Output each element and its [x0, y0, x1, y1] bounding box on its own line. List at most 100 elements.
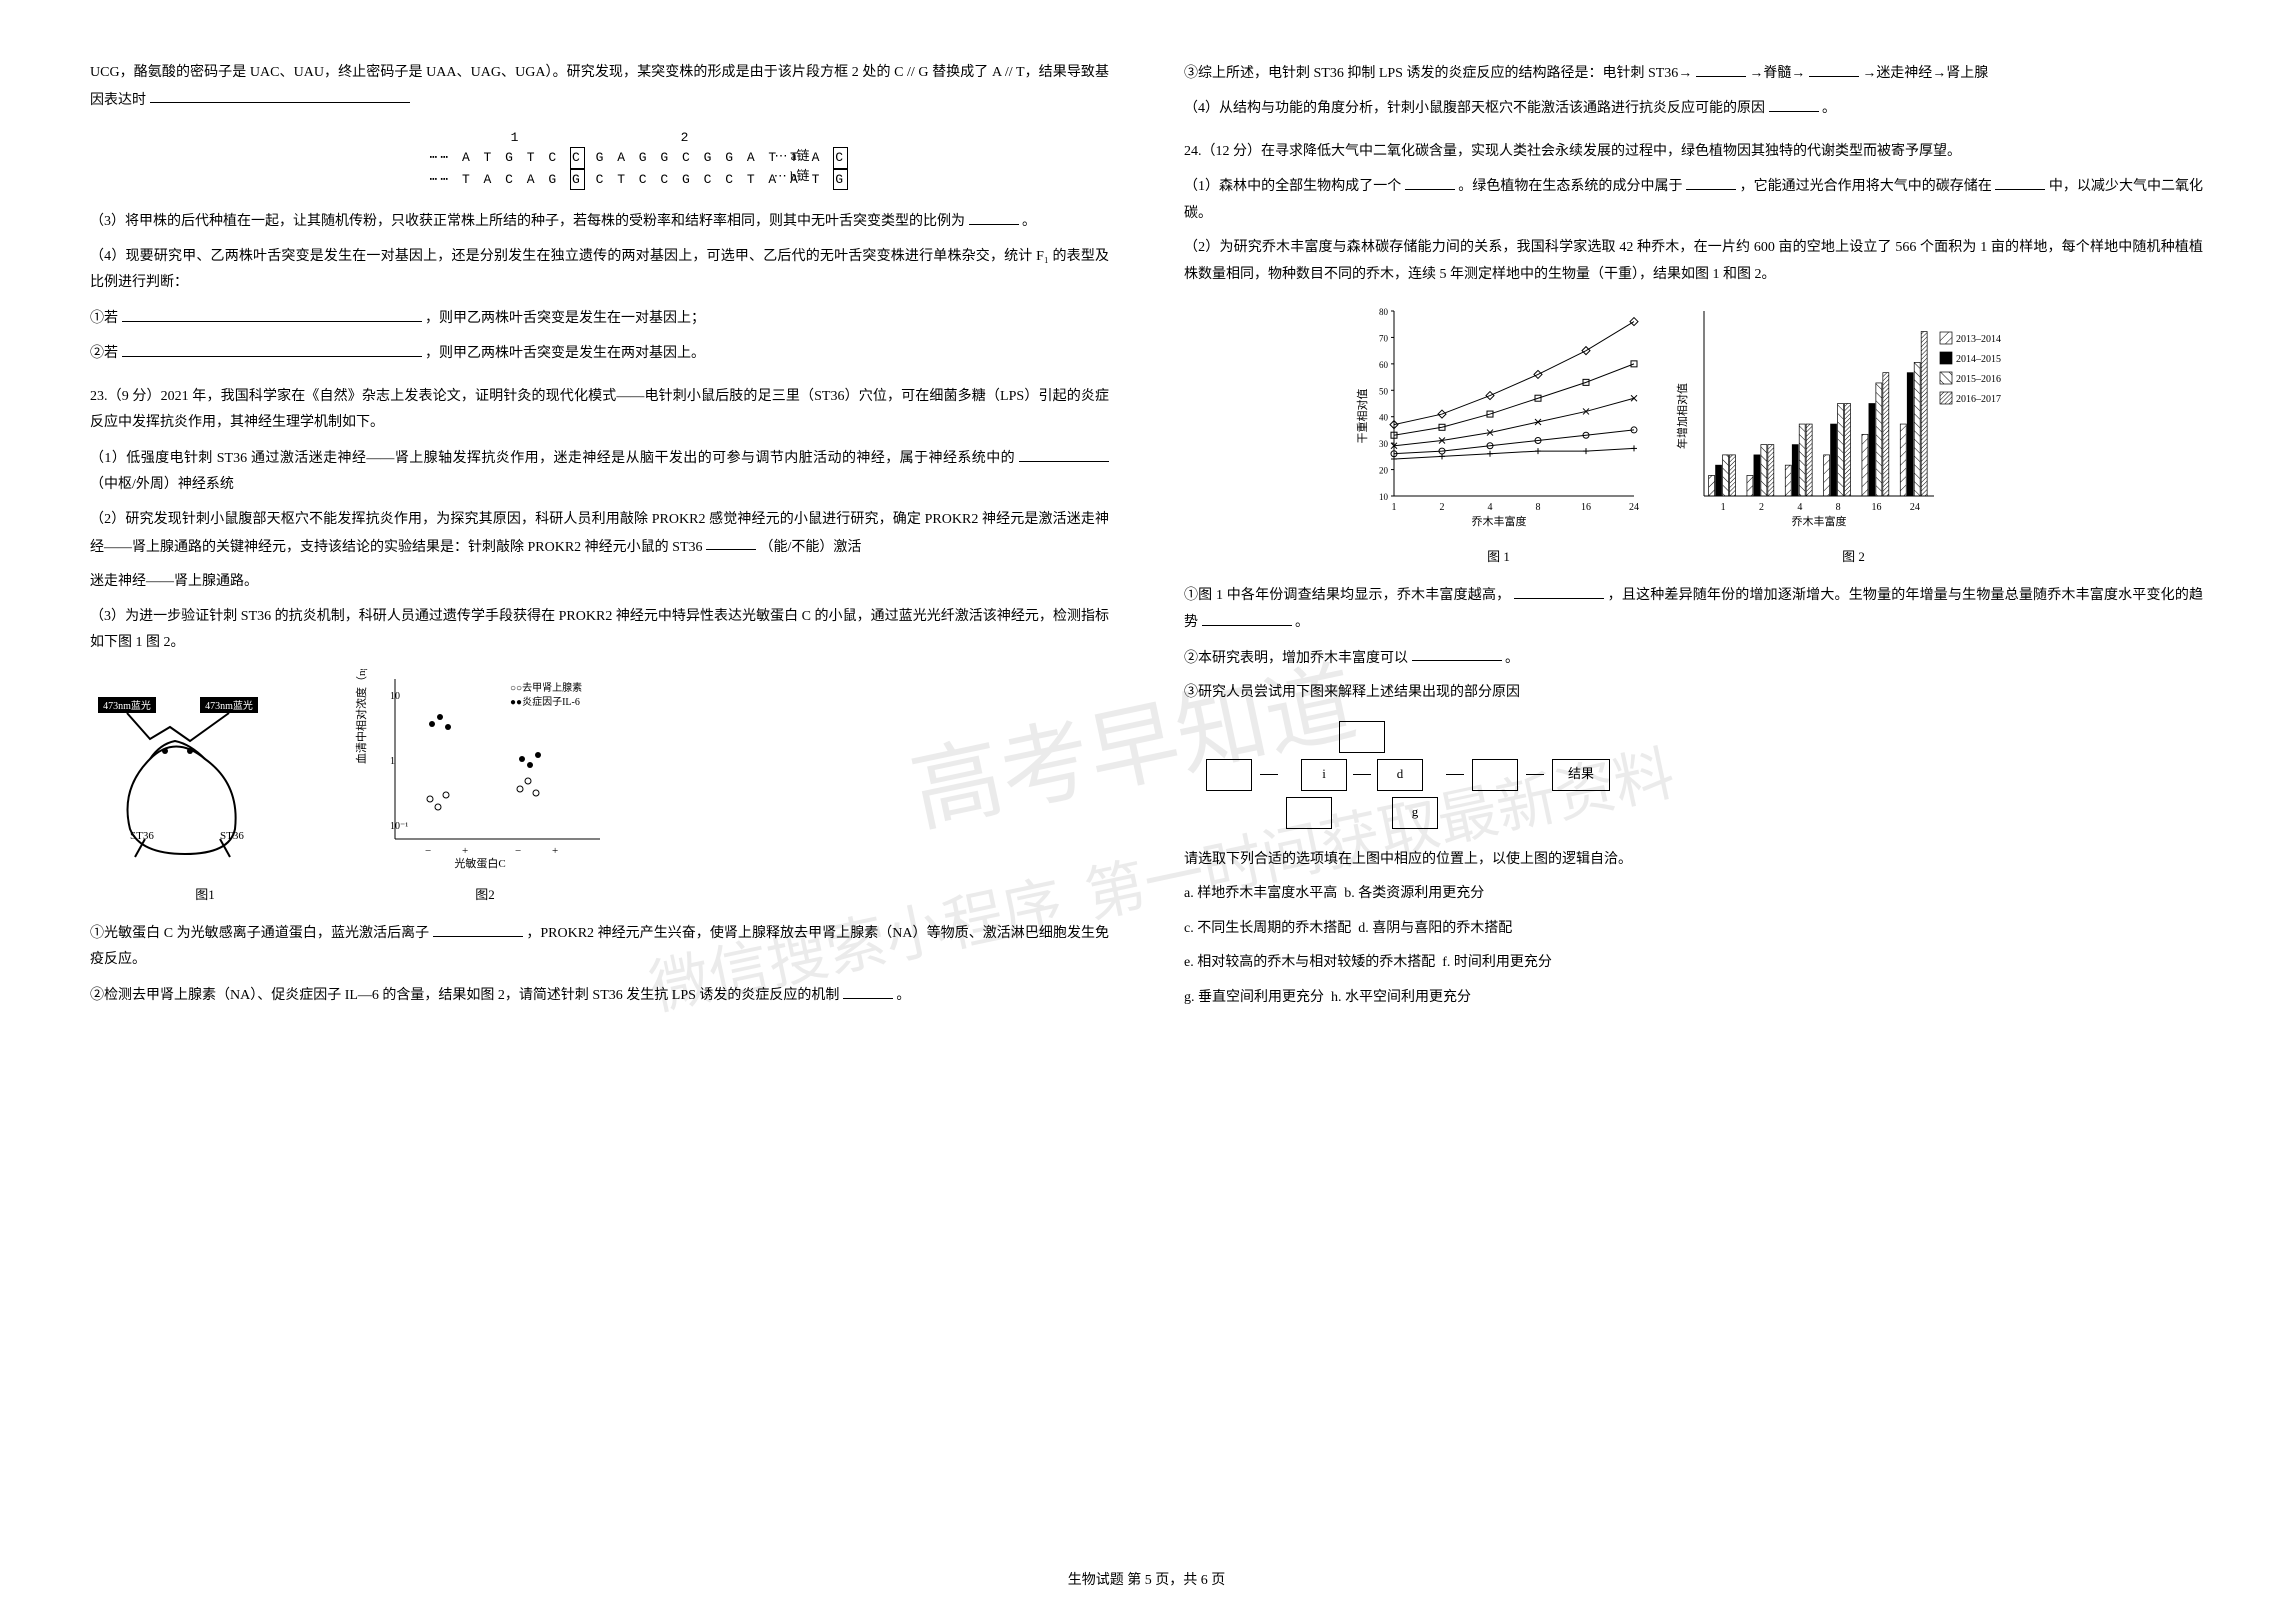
svg-text:10: 10 — [1379, 492, 1389, 502]
svg-text:干重相对值: 干重相对值 — [1355, 388, 1369, 443]
svg-text:8: 8 — [1835, 502, 1840, 513]
blank-24-c2 — [1412, 645, 1502, 662]
svg-text:乔木丰富度: 乔木丰富度 — [1791, 514, 1846, 528]
blank-q3 — [969, 208, 1019, 225]
blank-24-1c — [1995, 173, 2045, 190]
scatter-svg: 血清中相对浓度（ng·mL⁻¹） 10⁻¹ 1 10 ○○去甲肾上腺素 ●●炎症… — [350, 669, 620, 869]
q23-c2b: 。 — [896, 988, 910, 1003]
q24-c2a: ②本研究表明，增加乔木丰富度可以 — [1184, 650, 1408, 665]
q4-opt2-head: ②若 — [90, 346, 118, 361]
flow-box-right — [1472, 759, 1518, 791]
opt-f: f. 时间利用更充分 — [1442, 955, 1552, 970]
fig1-caption: 图1 — [90, 883, 320, 908]
svg-text:70: 70 — [1379, 333, 1389, 343]
fig2-xlabel: 光敏蛋白C — [454, 856, 505, 869]
r-q4-end: 。 — [1822, 101, 1836, 116]
svg-text:2013–2014: 2013–2014 — [1956, 334, 2001, 345]
flow-box-i: i — [1301, 759, 1347, 791]
blank-q23-1 — [1019, 445, 1109, 462]
blank-q4-1 — [122, 305, 422, 322]
r-topB: →脊髓→ — [1749, 66, 1805, 81]
svg-text:2016–2017: 2016–2017 — [1956, 394, 2001, 405]
q23-2a: （2）研究发现针刺小鼠腹部天枢穴不能发挥抗炎作用，为探究其原因，科研人员利用敲除… — [90, 512, 1109, 554]
line-chart-caption: 图 1 — [1354, 545, 1644, 570]
opt-line-ab: a. 样地乔木丰富度水平高 b. 各类资源利用更充分 — [1184, 881, 2203, 908]
figure-2: 血清中相对浓度（ng·mL⁻¹） 10⁻¹ 1 10 ○○去甲肾上腺素 ●●炎症… — [350, 669, 620, 908]
q23-c1a: ①光敏蛋白 C 为光敏感离子通道蛋白，蓝光激活后离子 — [90, 926, 429, 941]
flow-box-d: d — [1377, 759, 1423, 791]
q23-2b: （能/不能）激活 — [760, 539, 862, 554]
q23-2c: 迷走神经——肾上腺通路。 — [90, 569, 1109, 596]
q3-para: （3）将甲株的后代种植在一起，让其随机传粉，只收获正常株上所结的种子，若每株的受… — [90, 208, 1109, 235]
flow-line-4 — [1526, 774, 1544, 775]
dna-sequence-figure: 1 2 ⋯⋯ A T G T C C G A G G C G G A T T A… — [430, 128, 770, 191]
figure-1: 473nm蓝光 473nm蓝光 ST36 ST36 图1 — [90, 679, 320, 908]
q23-2: （2）研究发现针刺小鼠腹部天枢穴不能发挥抗炎作用，为探究其原因，科研人员利用敲除… — [90, 507, 1109, 561]
opt-line-ef: e. 相对较高的乔木与相对较矮的乔木搭配 f. 时间利用更充分 — [1184, 950, 2203, 977]
svg-text:1: 1 — [390, 756, 395, 767]
bar-chart-svg: 12481624乔木丰富度年增加相对值2013–20142014–2015201… — [1674, 301, 2034, 531]
r-topC: →迷走神经→肾上腺 — [1862, 66, 1988, 81]
svg-text:1: 1 — [1391, 502, 1396, 513]
fig1-st36-l: ST36 — [130, 830, 154, 842]
q24-c1a: ①图 1 中各年份调查结果均显示，乔木丰富度越高， — [1184, 588, 1510, 603]
filled-circles — [429, 714, 541, 768]
q24-1a: （1）森林中的全部生物构成了一个 — [1184, 179, 1401, 194]
q24-1: （1）森林中的全部生物构成了一个 。绿色植物在生态系统的成分中属于 ，它能通过光… — [1184, 173, 2203, 227]
opt-g: g. 垂直空间利用更充分 — [1184, 990, 1324, 1005]
bar-chart-caption: 图 2 — [1674, 545, 2034, 570]
q23-head: 23.（9 分）2021 年，我国科学家在《自然》杂志上发表论文，证明针灸的现代… — [90, 384, 1109, 437]
blank-24-c1b — [1202, 609, 1292, 626]
svg-text:乔木丰富度: 乔木丰富度 — [1471, 514, 1526, 528]
q23-c2a: ②检测去甲肾上腺素（NA）、促炎症因子 IL—6 的含量，结果如图 2，请简述针… — [90, 988, 839, 1003]
q4-opt1-end: ，则甲乙两株叶舌突变是发生在一对基因上； — [425, 311, 705, 326]
q24-c2: ②本研究表明，增加乔木丰富度可以 。 — [1184, 645, 2203, 672]
svg-text:16: 16 — [1871, 502, 1881, 513]
opt-c: c. 不同生长周期的乔木搭配 — [1184, 921, 1351, 936]
opt-a: a. 样地乔木丰富度水平高 — [1184, 886, 1337, 901]
svg-text:30: 30 — [1379, 439, 1389, 449]
opt-b: b. 各类资源利用更充分 — [1344, 886, 1484, 901]
blank-rt-2 — [1809, 60, 1859, 77]
flow-mid-stack: i d g — [1286, 721, 1438, 829]
line-chart-svg: 102030405060708012481624乔木丰富度干重相对值 — [1354, 301, 1644, 531]
svg-text:50: 50 — [1379, 386, 1389, 396]
flow-line-3 — [1446, 774, 1464, 775]
fig2-x-plus-2: + — [552, 845, 558, 857]
svg-text:1: 1 — [1720, 502, 1725, 513]
flow-box-bot — [1286, 797, 1332, 829]
svg-text:2014–2015: 2014–2015 — [1956, 354, 2001, 365]
q24-c1: ①图 1 中各年份调查结果均显示，乔木丰富度越高， ，且这种差异随年份的增加逐渐… — [1184, 582, 2203, 637]
svg-text:80: 80 — [1379, 307, 1389, 317]
page-columns: UCG，酪氨酸的密码子是 UAC、UAU，终止密码子是 UAA、UAG、UGA）… — [90, 60, 2203, 1540]
flow-line-2 — [1353, 774, 1371, 775]
opt-e: e. 相对较高的乔木与相对较矮的乔木搭配 — [1184, 955, 1435, 970]
svg-text:4: 4 — [1487, 502, 1492, 513]
fig2-x-minus-1: − — [425, 845, 431, 857]
seq-dots-l1: ⋯⋯ — [430, 150, 452, 165]
open-circles — [427, 778, 539, 810]
flow-box-result: 结果 — [1552, 759, 1610, 791]
blank-q23-2 — [706, 534, 756, 551]
svg-text:20: 20 — [1379, 465, 1389, 475]
svg-text:24: 24 — [1629, 502, 1639, 513]
svg-text:10: 10 — [390, 691, 400, 702]
svg-text:4: 4 — [1797, 502, 1802, 513]
blank-intro — [150, 87, 410, 104]
blank-c1 — [433, 920, 523, 937]
q4-opt2-end: ，则甲乙两株叶舌突变是发生在两对基因上。 — [425, 346, 705, 361]
q24-c2b: 。 — [1505, 650, 1519, 665]
blank-24-1a — [1405, 173, 1455, 190]
fig2-x-minus-2: − — [515, 845, 521, 857]
mouse-svg: 473nm蓝光 473nm蓝光 ST36 ST36 — [90, 679, 320, 869]
r-top: ③综上所述，电针刺 ST36 抑制 LPS 诱发的炎症反应的结构路径是：电针刺 … — [1184, 60, 2203, 87]
q23-1a: （1）低强度电针刺 ST36 通过激活迷走神经——肾上腺轴发挥抗炎作用，迷走神经… — [90, 451, 1015, 466]
q3-text: （3）将甲株的后代种植在一起，让其随机传粉，只收获正常株上所结的种子，若每株的受… — [90, 214, 965, 229]
q4-opt1-head: ①若 — [90, 311, 118, 326]
flow-box-g: g — [1392, 797, 1438, 829]
q23-c2: ②检测去甲肾上腺素（NA）、促炎症因子 IL—6 的含量，结果如图 2，请简述针… — [90, 982, 1109, 1009]
fig2-yaxis: 血清中相对浓度（ng·mL⁻¹） — [354, 669, 368, 764]
seq-label-1: 1 — [511, 128, 519, 148]
blank-q4-2 — [122, 340, 422, 357]
line-chart-fig1: 102030405060708012481624乔木丰富度干重相对值 图 1 — [1354, 301, 1644, 570]
